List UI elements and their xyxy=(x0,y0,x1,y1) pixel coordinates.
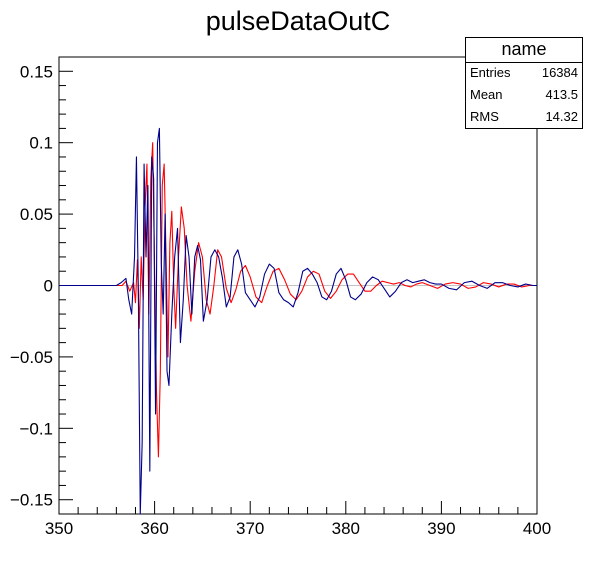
stats-box: name Entries 16384 Mean 413.5 RMS 14.32 xyxy=(465,37,583,129)
stats-box-title: name xyxy=(466,38,582,63)
stats-label: Mean xyxy=(470,87,503,102)
stats-row-entries: Entries 16384 xyxy=(470,63,578,83)
chart-title: pulseDataOutC xyxy=(205,6,391,36)
stats-row-rms: RMS 14.32 xyxy=(470,107,578,127)
x-tick-label: 360 xyxy=(140,519,168,538)
stats-value: 413.5 xyxy=(545,87,578,102)
y-tick-label: 0.15 xyxy=(20,62,53,81)
y-tick-label: −0.05 xyxy=(10,348,53,367)
y-tick-label: −0.1 xyxy=(19,419,53,438)
stats-label: RMS xyxy=(470,109,499,124)
x-tick-label: 370 xyxy=(236,519,264,538)
axis-tick-labels: 350 360 370 380 390 400 −0.15 −0.1 −0.05 0 0.05 0.1… xyxy=(10,62,551,538)
series-line-red xyxy=(59,142,537,458)
stats-label: Entries xyxy=(470,65,511,80)
y-tick-label: 0 xyxy=(44,277,53,296)
series-line-blue xyxy=(59,127,537,515)
y-tick-label: 0.05 xyxy=(20,205,53,224)
x-tick-label: 350 xyxy=(45,519,73,538)
axis-ticks xyxy=(58,56,538,515)
x-tick-label: 390 xyxy=(427,519,455,538)
x-tick-label: 380 xyxy=(332,519,360,538)
y-tick-label: −0.15 xyxy=(10,491,53,510)
series-group xyxy=(59,127,537,515)
y-tick-label: 0.1 xyxy=(29,134,53,153)
x-tick-label: 400 xyxy=(523,519,551,538)
stats-value: 16384 xyxy=(541,65,578,80)
stats-value: 14.32 xyxy=(545,109,578,124)
stats-row-mean: Mean 413.5 xyxy=(470,85,578,105)
